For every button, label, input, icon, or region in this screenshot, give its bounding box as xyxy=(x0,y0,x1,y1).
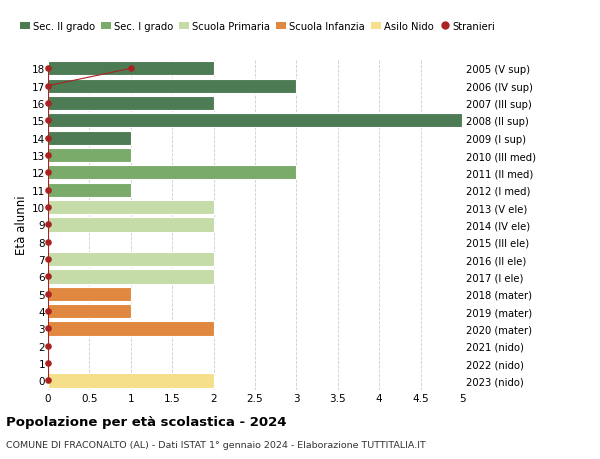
Point xyxy=(43,377,53,384)
Point xyxy=(43,256,53,263)
Bar xyxy=(48,252,214,267)
Point xyxy=(43,118,53,125)
Bar xyxy=(48,322,214,336)
Point xyxy=(43,360,53,367)
Bar xyxy=(48,79,296,94)
Text: Popolazione per età scolastica - 2024: Popolazione per età scolastica - 2024 xyxy=(6,415,287,428)
Point xyxy=(43,66,53,73)
Point xyxy=(43,152,53,159)
Bar xyxy=(48,114,462,128)
Point xyxy=(43,273,53,280)
Point xyxy=(43,100,53,107)
Bar xyxy=(48,62,214,76)
Point xyxy=(43,83,53,90)
Bar xyxy=(48,270,214,284)
Point xyxy=(43,135,53,142)
Y-axis label: Età alunni: Età alunni xyxy=(15,195,28,255)
Bar xyxy=(48,149,131,163)
Bar xyxy=(48,287,131,301)
Point xyxy=(43,239,53,246)
Bar xyxy=(48,166,296,180)
Text: COMUNE DI FRACONALTO (AL) - Dati ISTAT 1° gennaio 2024 - Elaborazione TUTTITALIA: COMUNE DI FRACONALTO (AL) - Dati ISTAT 1… xyxy=(6,440,426,449)
Legend: Sec. II grado, Sec. I grado, Scuola Primaria, Scuola Infanzia, Asilo Nido, Stran: Sec. II grado, Sec. I grado, Scuola Prim… xyxy=(20,22,496,32)
Bar xyxy=(48,183,131,197)
Point xyxy=(43,187,53,194)
Bar xyxy=(48,97,214,111)
Point xyxy=(43,221,53,229)
Bar xyxy=(48,131,131,146)
Point xyxy=(43,342,53,350)
Point xyxy=(43,204,53,211)
Point xyxy=(43,291,53,298)
Bar xyxy=(48,218,214,232)
Bar xyxy=(48,201,214,215)
Point xyxy=(43,169,53,177)
Point xyxy=(43,308,53,315)
Point xyxy=(126,66,136,73)
Bar xyxy=(48,374,214,388)
Point xyxy=(43,325,53,332)
Bar xyxy=(48,304,131,319)
